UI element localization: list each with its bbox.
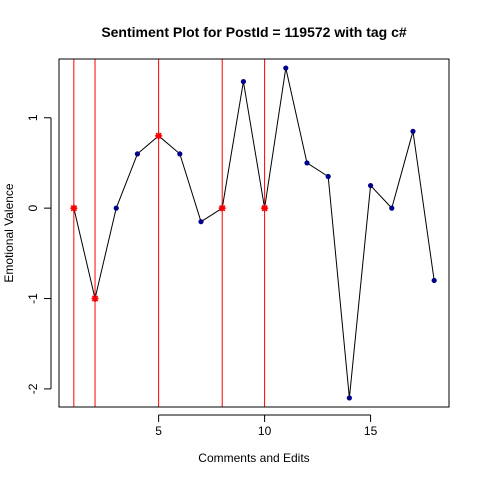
series-line-group: [73, 67, 435, 399]
data-point-17: [410, 128, 416, 134]
plot-box: [58, 58, 450, 408]
data-point-12: [304, 160, 310, 166]
data-point-18: [431, 277, 437, 284]
series-line: [73, 67, 435, 399]
x-tick-label-5: 5: [155, 424, 162, 438]
data-point-15: [367, 182, 374, 189]
highlight-marker-3: [155, 132, 163, 140]
highlight-marker-2: [91, 295, 99, 303]
chart-title: Sentiment Plot for PostId = 119572 with …: [101, 24, 407, 40]
x-tick-label-15: 15: [364, 424, 378, 438]
x-tick-label-10: 10: [258, 424, 272, 438]
data-point-4: [134, 151, 141, 157]
y-tick-label--2: -2: [26, 383, 40, 394]
highlight-marker-stroke: [219, 204, 226, 212]
y-tick-label-0: 0: [26, 204, 40, 211]
data-point-14: [346, 395, 352, 401]
highlight-lines: [73, 59, 266, 407]
y-axis: -2 -1 0 1: [26, 114, 52, 394]
data-point-11: [283, 65, 289, 71]
data-point-3: [113, 205, 119, 211]
data-point-9: [240, 78, 247, 85]
highlight-marker-5: [261, 204, 269, 212]
data-point-6: [177, 151, 183, 157]
highlight-marker-stroke: [155, 132, 162, 140]
highlight-marker-stroke: [261, 204, 268, 212]
highlight-marker-stroke: [70, 204, 78, 212]
x-axis-label: Comments and Edits: [198, 451, 309, 465]
highlight-markers: [70, 132, 269, 303]
data-point-13: [325, 173, 331, 180]
y-tick-label-1: 1: [26, 114, 40, 121]
data-point-16: [389, 205, 395, 211]
highlight-marker-1: [70, 204, 78, 212]
y-axis-label: Emotional Valence: [2, 183, 16, 282]
data-point-7: [198, 219, 204, 225]
y-tick-label--1: -1: [26, 293, 40, 304]
highlight-marker-4: [218, 204, 226, 212]
x-axis: 5 10 15: [155, 414, 378, 438]
highlight-marker-stroke: [91, 295, 99, 302]
